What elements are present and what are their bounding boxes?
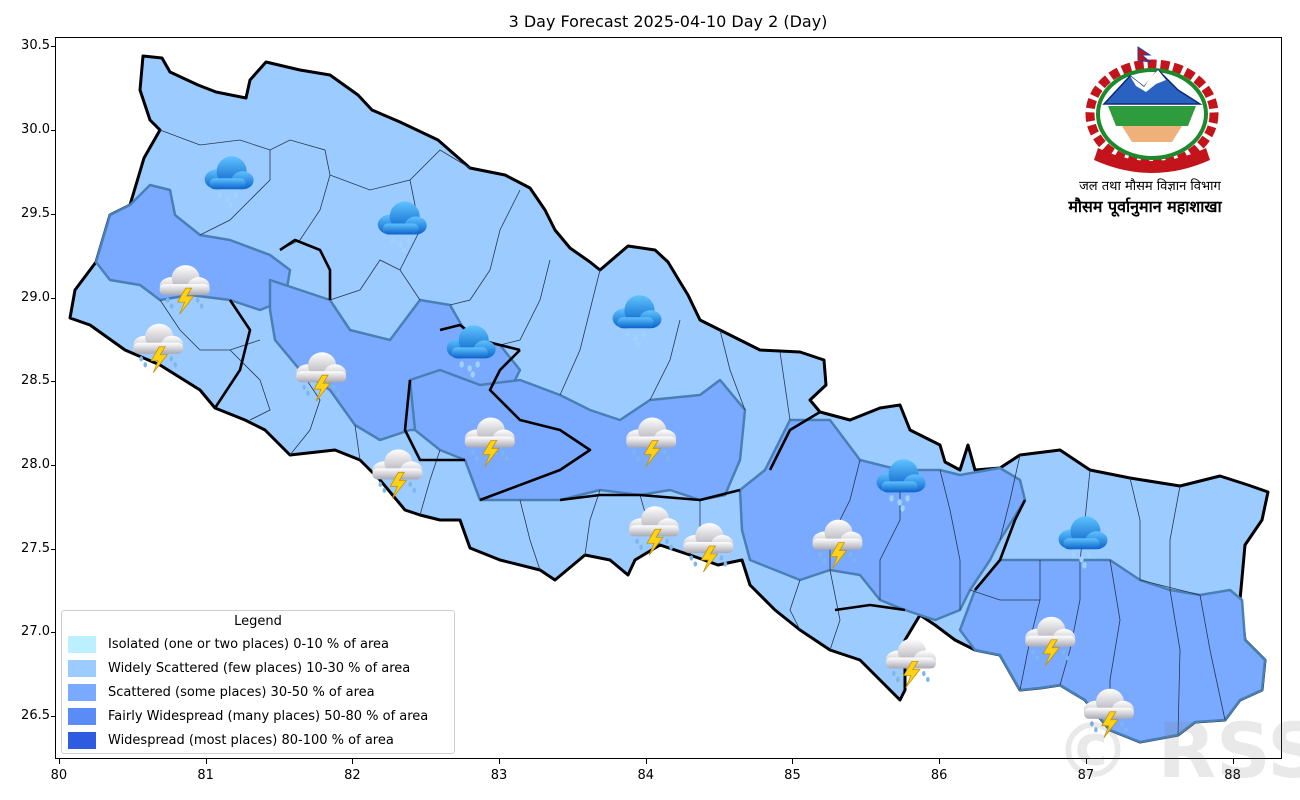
y-tick-label: 29.0 [21,289,50,305]
legend-swatch [68,707,96,725]
y-tick-mark [51,297,56,299]
legend-title: Legend [234,614,282,629]
y-tick-mark [51,716,56,718]
thunderstorm-icon [464,417,515,467]
y-tick-label: 28.0 [21,456,50,472]
x-tick-label: 88 [1224,768,1241,783]
thunderstorm-icon [629,506,680,556]
thunderstorm-icon [133,323,184,373]
x-tick-mark [645,759,647,764]
x-tick-label: 81 [197,768,214,783]
rain-cloud-icon [1058,516,1108,569]
x-tick-label: 87 [1077,768,1095,783]
x-tick-label: 84 [637,768,655,783]
legend-label: Isolated (one or two places) 0-10 % of a… [108,636,389,652]
y-tick-mark [51,381,56,383]
legend-swatch [68,731,96,749]
province-boundaries [213,238,1027,612]
x-tick-mark [499,759,501,764]
plot-frame [55,37,1282,759]
legend-item: Fairly Widespread (many places) 50-80 % … [68,705,428,727]
nepal-emblem [1060,42,1244,222]
rain-cloud-icon [876,459,926,512]
legend-item: Isolated (one or two places) 0-10 % of a… [68,633,389,655]
legend: Legend Isolated (one or two places) 0-10… [61,610,455,754]
y-tick-mark [51,213,56,215]
y-tick-mark [51,548,56,550]
rain-cloud-icon [204,156,254,209]
x-tick-label: 85 [784,768,801,783]
y-tick-label: 30.5 [21,38,50,54]
legend-label: Widespread (most places) 80-100 % of are… [108,732,394,748]
y-tick-mark [51,46,56,48]
legend-label: Widely Scattered (few places) 10-30 % of… [108,660,411,676]
legend-label: Fairly Widespread (many places) 50-80 % … [108,708,429,724]
legend-swatch [68,635,96,653]
y-tick-label: 29.5 [21,205,50,221]
thunderstorm-icon [1025,616,1076,667]
x-tick-mark [205,759,207,764]
legend-item: Scattered (some places) 30-50 % of area [68,681,375,703]
thunderstorm-icon [683,523,734,573]
copyright-watermark: © RSS [1055,706,1300,795]
map-title: 3 Day Forecast 2025-04-10 Day 2 (Day) [508,12,828,31]
y-tick-label: 26.5 [21,708,50,724]
x-tick-mark [58,759,60,764]
legend-item: Widespread (most places) 80-100 % of are… [68,729,394,751]
thunderstorm-icon [372,449,423,499]
y-tick-mark [51,464,56,466]
y-tick-label: 28.5 [21,373,50,389]
y-tick-mark [51,130,56,132]
legend-swatch [68,659,96,677]
district-boundaries [159,129,1226,736]
x-tick-mark [792,759,794,764]
thunderstorm-icon [296,352,347,402]
legend-swatch [68,683,96,701]
y-tick-mark [51,632,56,634]
division-name: मौसम पूर्वानुमान महाशाखा [1068,197,1222,216]
x-tick-mark [939,759,941,764]
x-tick-label: 86 [930,768,948,783]
x-tick-label: 82 [344,768,361,783]
legend-label: Scattered (some places) 30-50 % of area [108,684,375,700]
thunderstorm-icon [812,519,863,569]
legend-item: Widely Scattered (few places) 10-30 % of… [68,657,410,679]
x-tick-mark [1232,759,1234,764]
rain-cloud-icon [377,201,427,254]
department-name: जल तथा मौसम विज्ञान विभाग [1079,179,1221,194]
x-tick-label: 80 [50,768,68,783]
rain-cloud-icon [446,325,496,378]
thunderstorm-icon [1083,688,1134,739]
y-tick-label: 27.5 [21,540,50,556]
y-tick-label: 27.0 [21,624,50,640]
rain-cloud-icon [612,295,662,348]
y-tick-label: 30.0 [21,122,50,138]
thunderstorm-icon [626,417,677,467]
thunderstorm-icon [159,265,210,315]
thunderstorm-icon [885,638,936,688]
x-tick-mark [352,759,354,764]
x-tick-label: 83 [490,768,508,783]
x-tick-mark [1085,759,1087,764]
